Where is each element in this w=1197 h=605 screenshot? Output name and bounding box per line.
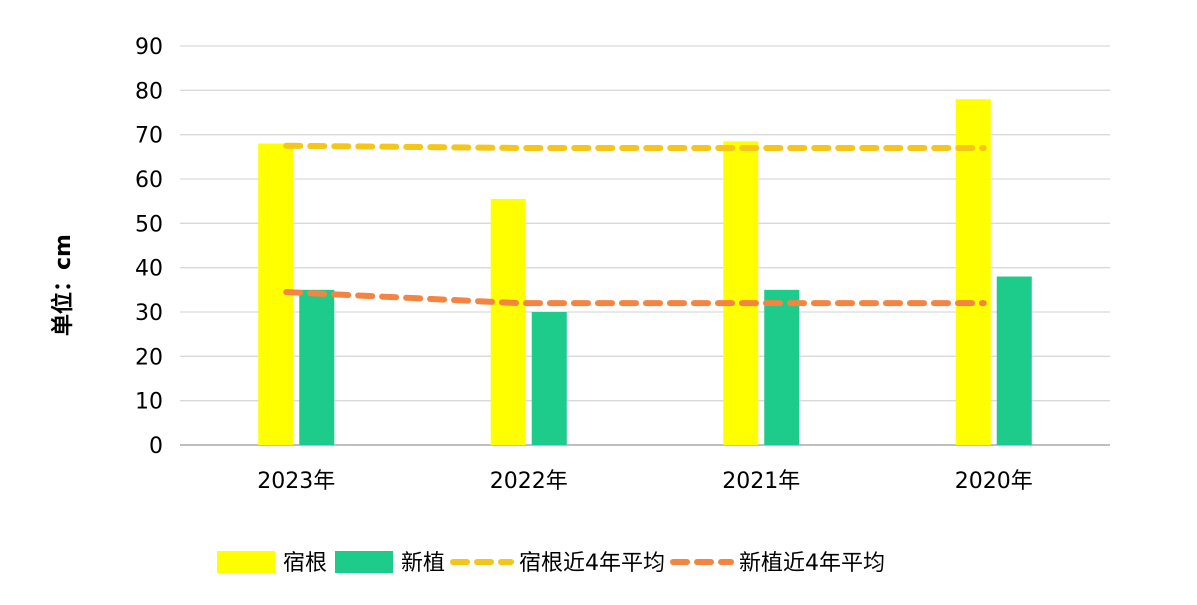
legend-swatch [335, 551, 394, 573]
legend-label: 宿根 [283, 551, 327, 576]
legend-label: 新植近4年平均 [739, 551, 885, 576]
y-tick-label: 90 [135, 35, 163, 60]
y-tick-label: 20 [135, 345, 163, 370]
gridlines [180, 45, 1110, 446]
x-tick-label: 2021年 [722, 469, 800, 494]
bar-perennial [490, 198, 526, 445]
y-axis-ticks: 0 10 20 30 40 50 60 70 80 90 [135, 35, 163, 459]
legend-swatch [217, 551, 275, 573]
bar-new [299, 289, 335, 445]
y-tick-label: 60 [135, 168, 163, 193]
legend-label: 宿根近4年平均 [519, 551, 665, 576]
legend: 宿根 新植 宿根近4年平均 新植近4年平均 [217, 551, 885, 576]
bars [258, 99, 1032, 446]
legend-label: 新植 [401, 551, 445, 576]
bar-perennial [955, 99, 991, 445]
y-axis-label: 单位：cm [50, 234, 76, 336]
y-tick-label: 70 [135, 124, 163, 149]
bar-perennial [723, 141, 759, 446]
y-tick-label: 40 [135, 257, 163, 282]
bar-new [531, 312, 567, 445]
x-tick-label: 2023年 [257, 469, 335, 494]
x-tick-label: 2022年 [490, 469, 568, 494]
new-average-line [283, 289, 987, 307]
y-tick-label: 80 [135, 79, 163, 104]
x-axis-ticks: 2023年 2022年 2021年 2020年 [257, 469, 1033, 494]
bar-new [996, 276, 1032, 445]
average-lines [283, 142, 987, 307]
bar-new [764, 289, 800, 445]
y-tick-label: 0 [149, 434, 163, 459]
y-tick-label: 10 [135, 390, 163, 415]
perennial-average-line [283, 142, 987, 151]
y-tick-label: 30 [135, 301, 163, 326]
y-tick-label: 50 [135, 212, 163, 237]
x-tick-label: 2020年 [955, 469, 1033, 494]
